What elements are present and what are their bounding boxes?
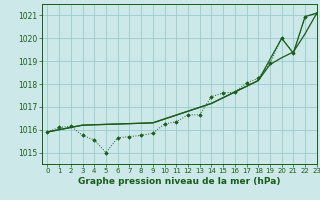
X-axis label: Graphe pression niveau de la mer (hPa): Graphe pression niveau de la mer (hPa) <box>78 177 280 186</box>
